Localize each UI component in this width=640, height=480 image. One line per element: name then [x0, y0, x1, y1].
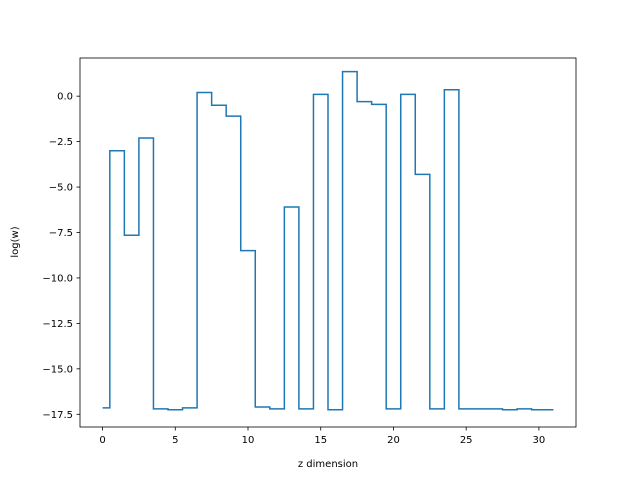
y-tick-label: −10.0 [42, 273, 73, 284]
y-axis-ticks: 0.0 −2.5 −5.0 −7.5 −10.0 −12.5 −15.0 −17.5 [42, 92, 80, 421]
y-tick-label: −15.0 [42, 364, 73, 375]
x-tick-label: 0 [99, 435, 105, 446]
x-axis-ticks: 0 5 10 15 20 25 30 [99, 427, 545, 446]
x-tick-label: 30 [533, 435, 546, 446]
x-tick-label: 5 [172, 435, 178, 446]
plot-frame [79, 57, 577, 428]
x-tick-label: 25 [460, 435, 473, 446]
y-tick-label: −12.5 [42, 319, 73, 330]
y-tick-label: −2.5 [49, 137, 73, 148]
x-tick-label: 20 [387, 435, 400, 446]
y-axis-label: log(w) [10, 226, 21, 257]
y-tick-label: −5.0 [49, 183, 73, 194]
y-tick-label: −17.5 [42, 410, 73, 421]
y-tick-label: 0.0 [57, 92, 73, 103]
series-line-0 [102, 70, 554, 411]
y-tick-label: −7.5 [49, 228, 73, 239]
x-tick-label: 10 [242, 435, 255, 446]
x-axis-label: z dimension [298, 459, 358, 470]
x-tick-label: 15 [314, 435, 327, 446]
series-layer [102, 70, 554, 411]
